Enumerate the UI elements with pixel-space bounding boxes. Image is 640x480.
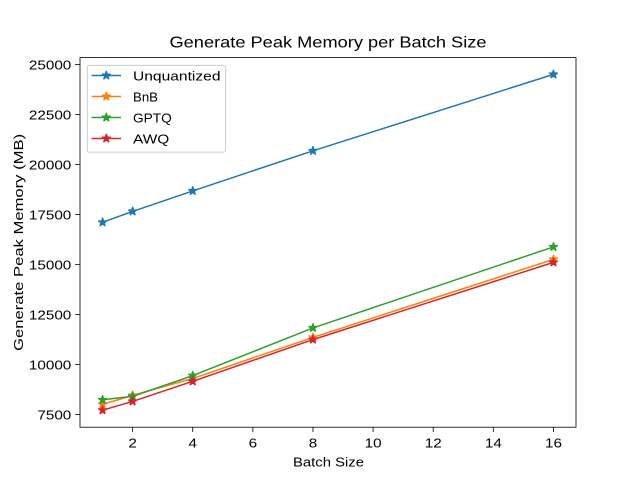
svg-text:17500: 17500 [29,207,71,222]
svg-text:2: 2 [128,436,136,451]
svg-text:4: 4 [188,436,197,451]
svg-text:Generate Peak Memory (MB): Generate Peak Memory (MB) [11,134,26,351]
svg-text:AWQ: AWQ [133,131,169,146]
svg-text:8: 8 [309,436,317,451]
svg-text:6: 6 [249,436,257,451]
svg-text:14: 14 [485,436,503,451]
svg-text:Unquantized: Unquantized [133,68,221,83]
svg-text:12500: 12500 [29,307,71,322]
svg-text:10000: 10000 [29,357,71,372]
svg-text:10: 10 [365,436,382,451]
svg-text:GPTQ: GPTQ [133,110,172,125]
svg-text:22500: 22500 [29,107,71,122]
svg-text:Generate Peak Memory per Batch: Generate Peak Memory per Batch Size [170,35,487,52]
svg-text:7500: 7500 [37,407,71,422]
svg-text:16: 16 [545,436,562,451]
svg-text:15000: 15000 [29,257,71,272]
svg-text:Batch Size: Batch Size [293,454,364,469]
svg-text:12: 12 [425,436,442,451]
svg-text:20000: 20000 [29,157,71,172]
svg-text:25000: 25000 [29,57,71,72]
svg-text:BnB: BnB [133,89,158,104]
